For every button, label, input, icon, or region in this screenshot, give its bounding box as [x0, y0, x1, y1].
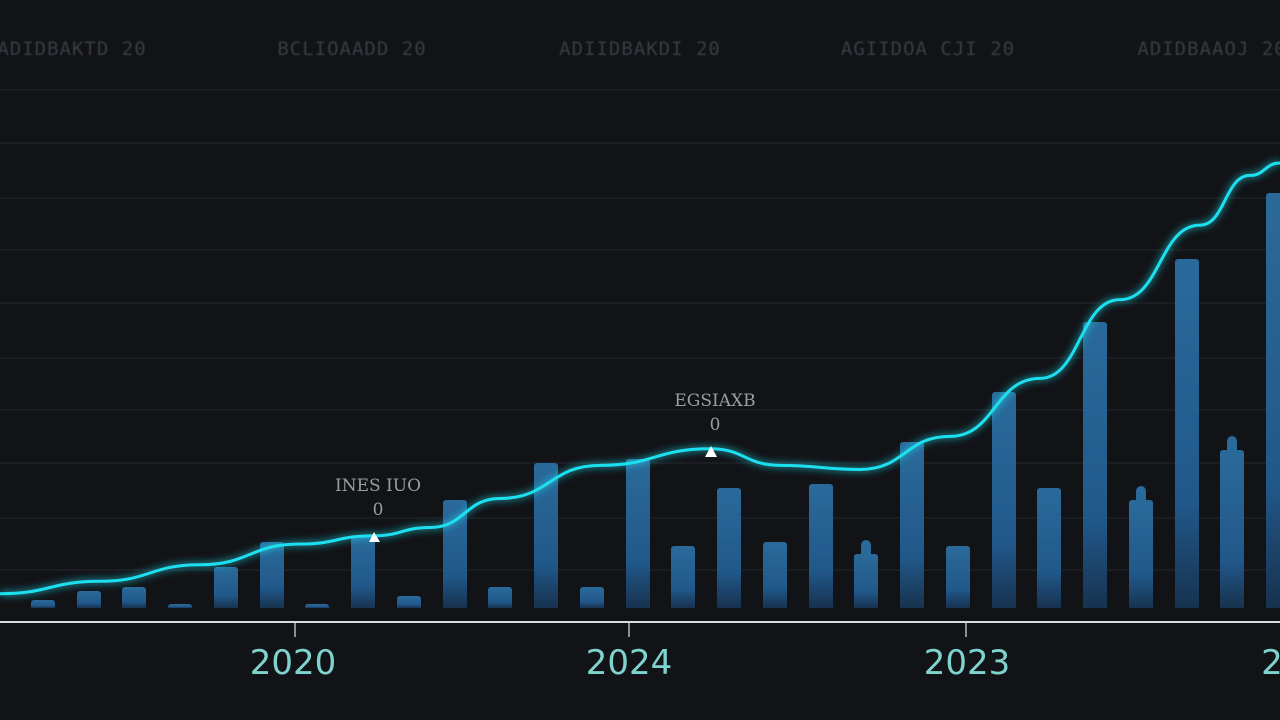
- bar: [213, 566, 238, 608]
- gridline: [0, 249, 1280, 251]
- bar: [305, 603, 330, 608]
- marker-icon: [705, 446, 717, 457]
- annotation-value: 0: [709, 415, 721, 435]
- bar: [442, 500, 467, 608]
- marker-icon: [369, 532, 380, 542]
- x-label-2023: 2023: [923, 643, 1011, 683]
- gridline: [0, 197, 1280, 199]
- bar: [488, 587, 513, 608]
- annotation-label: INES IUO: [334, 476, 422, 496]
- bar: [1266, 193, 1280, 608]
- bar: [854, 554, 879, 608]
- gridline: [0, 409, 1280, 411]
- top-label-2: BCLIOAADD 20: [277, 38, 427, 60]
- bar: [122, 587, 147, 608]
- top-label-3: ADIIDBAKDI 20: [559, 38, 721, 60]
- x-tick: [628, 623, 630, 637]
- bar: [945, 545, 970, 608]
- annotation-value: 0: [372, 500, 384, 520]
- bar: [534, 462, 559, 608]
- bar: [351, 537, 376, 608]
- bar: [900, 442, 925, 608]
- annotation-2: EGSIAXB 0: [674, 389, 755, 437]
- top-label-1: ADIDBAKTD 20: [0, 38, 147, 60]
- bar: [579, 587, 604, 608]
- gridline: [0, 89, 1280, 91]
- top-label-5: ADIDBAAOJ 20: [1137, 38, 1280, 60]
- bar: [808, 483, 833, 608]
- gridline: [0, 302, 1280, 304]
- x-tick: [965, 623, 967, 637]
- bar: [1174, 259, 1199, 608]
- bar: [717, 487, 742, 608]
- bar: [1128, 500, 1153, 608]
- bar: [168, 604, 193, 608]
- bar: [1037, 487, 1062, 608]
- x-label-2020: 2020: [249, 643, 337, 683]
- annotation-label: EGSIAXB: [674, 391, 756, 411]
- bar: [671, 545, 696, 608]
- bar: [1220, 450, 1245, 608]
- bar: [1083, 321, 1108, 608]
- top-label-4: AGIIDOA CJI 20: [840, 38, 1016, 60]
- gridline: [0, 142, 1280, 144]
- x-label-partial: 2: [1261, 643, 1280, 683]
- bar: [625, 458, 650, 608]
- bar: [76, 591, 101, 608]
- bar: [259, 541, 284, 608]
- annotation-1: INES IUO 0: [335, 474, 421, 522]
- gridline: [0, 357, 1280, 359]
- x-label-2024: 2024: [585, 643, 673, 683]
- bar: [31, 599, 55, 608]
- bar: [762, 541, 787, 608]
- x-tick: [294, 623, 296, 637]
- bar: [396, 595, 421, 608]
- x-axis: [0, 621, 1280, 623]
- bar: [991, 392, 1016, 608]
